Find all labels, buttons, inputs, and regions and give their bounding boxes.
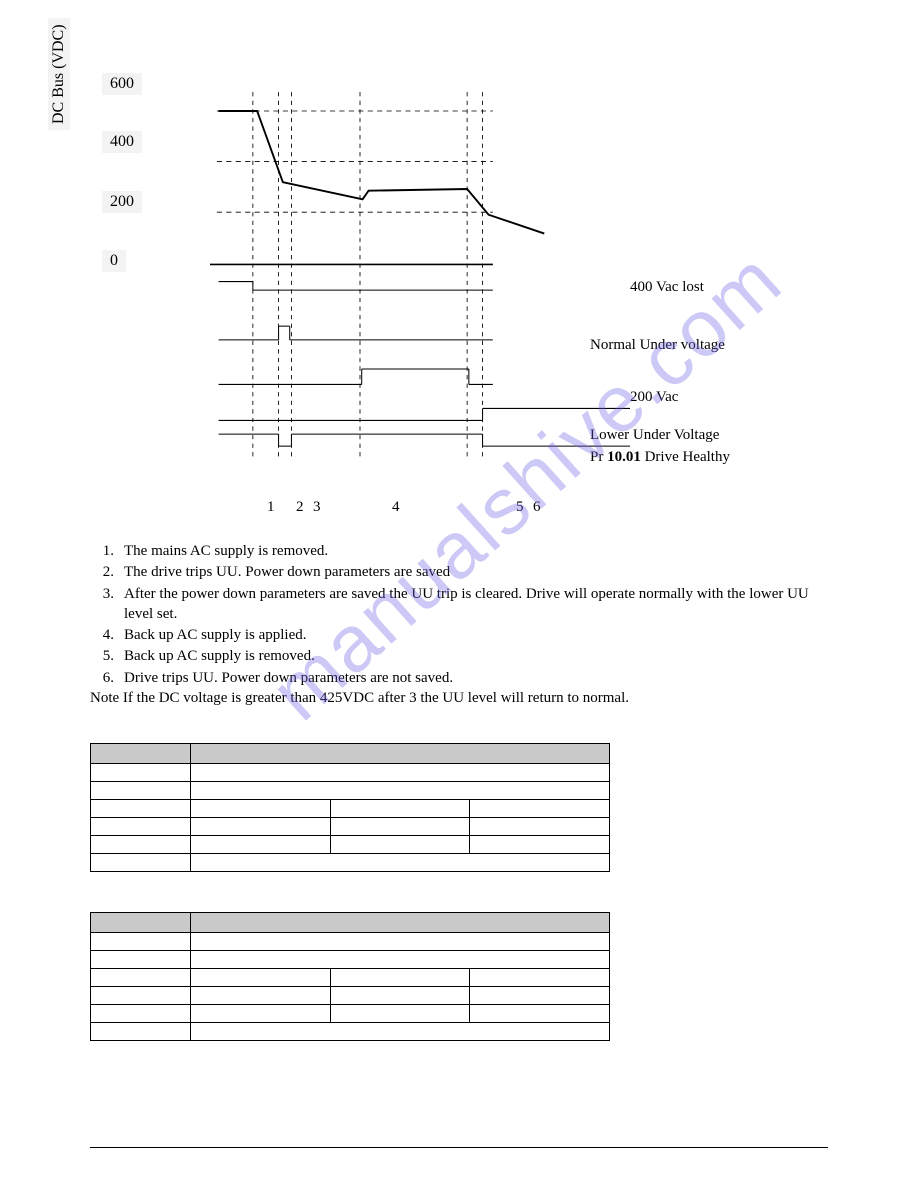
list-item: 6.Drive trips UU. Power down parameters … [96,668,830,688]
list-item: 2.The drive trips UU. Power down paramet… [96,562,830,582]
timeline-number: 5 [516,499,524,516]
timeline-number: 2 [296,499,304,516]
y-tick-label: 400 [102,131,142,153]
timeline-number: 1 [267,499,275,516]
signal-label: 200 Vac [630,389,678,406]
footer-rule [90,1147,828,1148]
signal-label: Normal Under voltage [590,337,725,354]
signal-label: 400 Vac lost [630,279,704,296]
list-item: 1.The mains AC supply is removed. [96,541,830,561]
y-axis-label: DC Bus (VDC) [48,18,70,130]
param-table-1 [90,743,610,872]
note-text: Note If the DC voltage is greater than 4… [90,690,830,707]
param-table-2 [90,912,610,1041]
y-tick-label: 200 [102,191,142,213]
list-item: 4.Back up AC supply is applied. [96,625,830,645]
timeline-number: 6 [533,499,541,516]
signal-label: Lower Under Voltage [590,427,719,444]
y-tick-label: 600 [102,73,142,95]
list-item: 3.After the power down parameters are sa… [96,584,830,625]
list-item: 5.Back up AC supply is removed. [96,646,830,666]
numbered-list: 1.The mains AC supply is removed.2.The d… [96,541,830,688]
signal-label: Pr 10.01 Drive Healthy [590,449,730,466]
timeline-number: 4 [392,499,400,516]
timeline-number: 3 [313,499,321,516]
timing-chart: DC Bus (VDC) 0200400600400 Vac lostNorma… [90,55,690,515]
chart-svg [150,55,630,515]
y-tick-label: 0 [102,250,126,272]
